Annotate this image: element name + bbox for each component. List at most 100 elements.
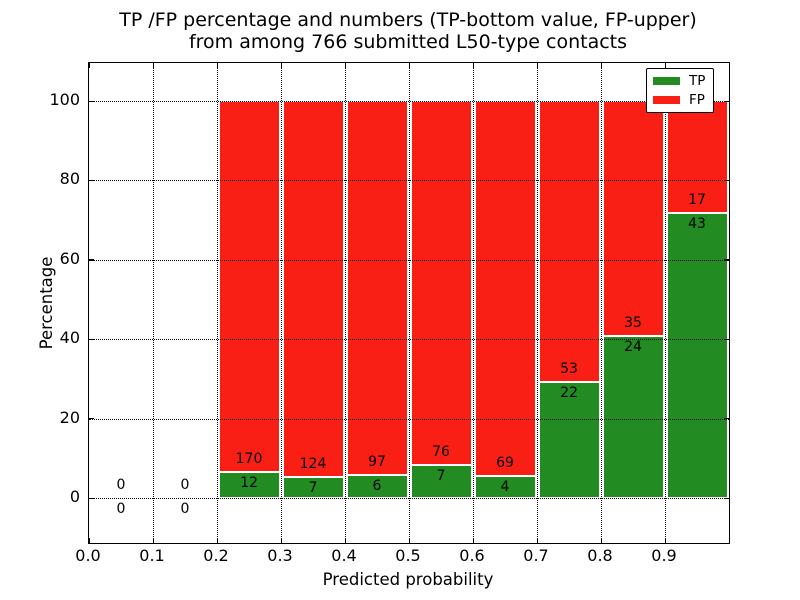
bar-tp-segment bbox=[602, 336, 664, 498]
gridline-vertical bbox=[281, 63, 282, 543]
x-tick-mark bbox=[408, 63, 410, 68]
bar-tp-segment bbox=[282, 476, 344, 498]
x-tick-mark bbox=[536, 538, 538, 543]
x-tick-mark bbox=[664, 538, 666, 543]
bar-tp-segment bbox=[346, 474, 408, 498]
gridline-vertical bbox=[665, 63, 666, 543]
fp-count-label: 170 bbox=[235, 450, 263, 467]
x-tick-label: 0.3 bbox=[267, 546, 293, 565]
x-tick-mark bbox=[600, 63, 602, 68]
x-tick-mark bbox=[472, 63, 474, 68]
gridline-vertical bbox=[473, 63, 474, 543]
fp-count-label: 53 bbox=[560, 360, 578, 377]
y-tick-label: 0 bbox=[69, 487, 80, 506]
y-tick-label: 100 bbox=[49, 90, 80, 109]
y-tick-mark bbox=[89, 338, 94, 340]
fp-count-label: 97 bbox=[368, 453, 386, 470]
x-tick-label: 0.4 bbox=[331, 546, 357, 565]
x-tick-mark bbox=[344, 63, 346, 68]
y-tick-mark bbox=[89, 259, 94, 261]
y-tick-mark bbox=[724, 179, 729, 182]
fp-count-label: 0 bbox=[180, 477, 190, 493]
legend-label: FP bbox=[689, 91, 705, 108]
chart-title: TP /FP percentage and numbers (TP-bottom… bbox=[88, 9, 728, 53]
x-tick-mark bbox=[280, 63, 282, 68]
gridline-vertical bbox=[217, 63, 218, 543]
x-tick-mark bbox=[600, 538, 602, 543]
x-tick-mark bbox=[280, 538, 282, 543]
gridline-vertical bbox=[409, 63, 410, 543]
y-tick-label: 60 bbox=[59, 248, 80, 268]
x-tick-mark bbox=[408, 538, 410, 543]
x-tick-label: 0.5 bbox=[395, 546, 421, 565]
bar-fp-segment bbox=[538, 101, 600, 382]
x-tick-label: 0.0 bbox=[75, 546, 101, 565]
x-tick-mark bbox=[216, 63, 218, 68]
x-tick-label: 0.8 bbox=[587, 546, 613, 565]
tp-count-label: 7 bbox=[436, 467, 446, 484]
tp-count-label: 0 bbox=[116, 501, 126, 517]
x-tick-label: 0.9 bbox=[651, 546, 677, 565]
gridline-vertical bbox=[345, 63, 346, 543]
legend-item-tp: TP bbox=[653, 74, 707, 88]
tp-count-label: 22 bbox=[560, 384, 578, 401]
fp-count-label: 0 bbox=[116, 477, 126, 493]
legend: TP FP bbox=[646, 68, 714, 113]
y-tick-mark bbox=[724, 418, 729, 420]
x-tick-label: 0.6 bbox=[459, 546, 485, 565]
fp-count-label: 76 bbox=[432, 443, 450, 460]
y-tick-mark bbox=[724, 338, 729, 340]
fp-count-label: 69 bbox=[496, 455, 514, 472]
x-tick-mark bbox=[344, 538, 346, 543]
y-tick-mark bbox=[89, 179, 94, 182]
x-tick-mark bbox=[664, 63, 666, 68]
tp-count-label: 4 bbox=[500, 479, 510, 496]
bar-fp-segment bbox=[346, 101, 408, 475]
bar-tp-segment bbox=[666, 213, 728, 498]
fp-count-label: 17 bbox=[688, 192, 706, 209]
y-tick-mark bbox=[89, 100, 94, 102]
bar-fp-segment bbox=[218, 101, 280, 472]
fp-count-label: 35 bbox=[624, 315, 642, 332]
x-tick-mark bbox=[216, 538, 218, 543]
legend-swatch-tp bbox=[653, 77, 680, 86]
tp-count-label: 43 bbox=[688, 216, 706, 233]
x-tick-mark bbox=[472, 538, 474, 543]
legend-item-fp: FP bbox=[653, 93, 707, 107]
x-axis-label: Predicted probability bbox=[322, 570, 494, 589]
x-tick-mark bbox=[152, 538, 154, 543]
chart-title-line2: from among 766 submitted L50-type contac… bbox=[188, 31, 628, 53]
bar-fp-segment bbox=[666, 101, 728, 214]
bar-tp-segment bbox=[410, 464, 472, 498]
chart-title-line1: TP /FP percentage and numbers (TP-bottom… bbox=[119, 9, 697, 31]
x-tick-mark bbox=[88, 538, 90, 543]
gridline-vertical bbox=[537, 63, 538, 543]
y-tick-label: 20 bbox=[59, 407, 80, 427]
x-tick-mark bbox=[88, 63, 90, 68]
x-tick-label: 0.2 bbox=[203, 546, 229, 565]
bar-fp-segment bbox=[474, 101, 536, 477]
gridline-vertical bbox=[153, 63, 154, 543]
bar-tp-segment bbox=[218, 471, 280, 498]
bar-tp-segment bbox=[474, 476, 536, 498]
x-tick-mark bbox=[152, 63, 154, 68]
legend-label: TP bbox=[689, 73, 706, 90]
bar-fp-segment bbox=[282, 101, 344, 477]
gridline-vertical bbox=[601, 63, 602, 543]
y-tick-mark bbox=[89, 418, 94, 420]
tp-count-label: 24 bbox=[624, 339, 642, 356]
y-tick-mark bbox=[724, 259, 729, 261]
tp-count-label: 12 bbox=[240, 474, 258, 491]
tp-count-label: 7 bbox=[308, 479, 318, 496]
x-tick-label: 0.7 bbox=[523, 546, 549, 565]
y-tick-mark bbox=[724, 100, 729, 102]
y-axis-label: Percentage bbox=[37, 256, 56, 350]
x-tick-mark bbox=[536, 63, 538, 68]
y-tick-label: 80 bbox=[59, 169, 80, 189]
tp-count-label: 6 bbox=[372, 477, 382, 494]
y-tick-mark bbox=[89, 497, 94, 499]
bar-tp-segment bbox=[538, 381, 600, 498]
plot-area: TP FP 0 0 0 0 170 12 124 7 97 6 76 7 69 4 53 22 35 24 17 43 bbox=[88, 62, 730, 544]
bar-fp-segment bbox=[602, 101, 664, 337]
